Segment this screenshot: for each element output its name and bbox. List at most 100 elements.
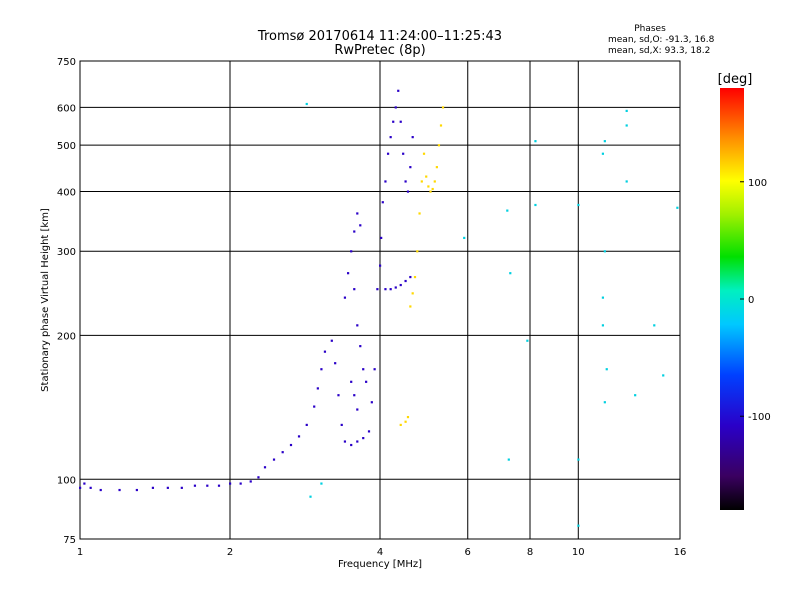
data-point: [281, 451, 284, 454]
x-tick-label: 2: [227, 547, 233, 558]
x-tick-labels: 1 2 4 6 8 10 16: [77, 547, 687, 558]
data-point: [370, 401, 373, 404]
data-point: [320, 368, 323, 371]
plot-frame: [79, 60, 681, 540]
x-tick-label: 8: [527, 547, 533, 558]
data-point: [367, 430, 371, 433]
data-points: [79, 89, 679, 527]
data-point: [353, 288, 356, 291]
grid-lines: [79, 60, 681, 540]
data-point: [356, 440, 359, 443]
data-point: [534, 140, 537, 143]
data-point: [356, 408, 359, 411]
data-point: [601, 324, 605, 327]
data-point: [601, 296, 605, 299]
y-tick-label: 600: [57, 103, 76, 114]
data-point: [350, 250, 353, 253]
data-point: [381, 201, 384, 204]
data-point: [399, 423, 402, 427]
y-tick-label: 750: [57, 57, 76, 68]
data-point: [257, 476, 260, 479]
data-point: [394, 106, 397, 109]
data-point: [79, 486, 82, 489]
data-point: [439, 124, 443, 127]
data-point: [409, 275, 412, 279]
data-point: [577, 458, 580, 461]
colorbar-ticks: 100 0 -100: [740, 178, 771, 423]
data-point: [330, 339, 333, 342]
data-point: [625, 109, 628, 113]
y-tick-label: 75: [63, 535, 76, 546]
data-point: [365, 380, 368, 383]
data-point: [316, 387, 319, 390]
data-point: [526, 339, 529, 342]
data-point: [404, 279, 407, 283]
data-point: [653, 324, 656, 327]
data-point: [676, 206, 679, 209]
data-point: [404, 420, 407, 423]
data-point: [577, 203, 580, 207]
data-point: [309, 495, 312, 498]
data-point: [206, 484, 209, 487]
data-point: [180, 486, 183, 489]
data-point: [239, 482, 242, 485]
data-point: [404, 180, 407, 183]
data-point: [411, 136, 414, 139]
x-tick-label: 4: [377, 547, 383, 558]
data-point: [399, 283, 402, 287]
data-point: [416, 250, 419, 253]
data-point: [359, 224, 362, 227]
data-point: [373, 368, 376, 371]
data-point: [605, 368, 608, 371]
data-point: [625, 124, 628, 127]
data-point: [297, 435, 301, 438]
data-point: [402, 152, 405, 155]
data-point: [392, 120, 395, 123]
data-point: [422, 152, 426, 155]
y-tick-label: 300: [57, 247, 76, 258]
x-tick-label: 1: [77, 547, 83, 558]
data-point: [625, 180, 628, 183]
data-point: [577, 524, 580, 527]
data-point: [99, 488, 102, 492]
x-tick-label: 6: [465, 547, 471, 558]
data-point: [362, 368, 365, 371]
data-point: [413, 275, 417, 279]
data-point: [409, 305, 412, 308]
data-point: [411, 292, 414, 295]
y-tick-label: 400: [57, 187, 76, 198]
data-point: [343, 440, 347, 443]
data-point: [379, 264, 382, 267]
data-point: [356, 212, 359, 215]
data-point: [263, 466, 267, 469]
data-point: [634, 394, 637, 397]
data-point: [334, 362, 337, 365]
data-point: [305, 102, 308, 106]
data-point: [427, 185, 430, 188]
data-point: [350, 380, 353, 383]
data-point: [362, 436, 365, 440]
data-point: [340, 423, 343, 427]
colorbar-tick-label: 0: [748, 295, 754, 306]
data-point: [389, 288, 392, 291]
data-point: [603, 250, 606, 253]
data-point: [429, 190, 432, 193]
data-point: [151, 486, 155, 489]
data-point: [409, 166, 412, 169]
x-tick-label: 10: [572, 547, 585, 558]
data-point: [323, 350, 327, 353]
data-point: [441, 106, 445, 109]
data-point: [418, 212, 421, 215]
data-point: [435, 166, 438, 169]
data-point: [420, 180, 423, 183]
data-point: [507, 458, 510, 461]
data-point: [166, 486, 169, 489]
data-point: [346, 272, 350, 275]
data-point: [343, 296, 347, 299]
y-tick-label: 500: [57, 141, 76, 152]
data-point: [603, 401, 606, 404]
data-point: [603, 140, 606, 143]
x-tick-label: 16: [674, 547, 687, 558]
data-point: [350, 443, 353, 447]
